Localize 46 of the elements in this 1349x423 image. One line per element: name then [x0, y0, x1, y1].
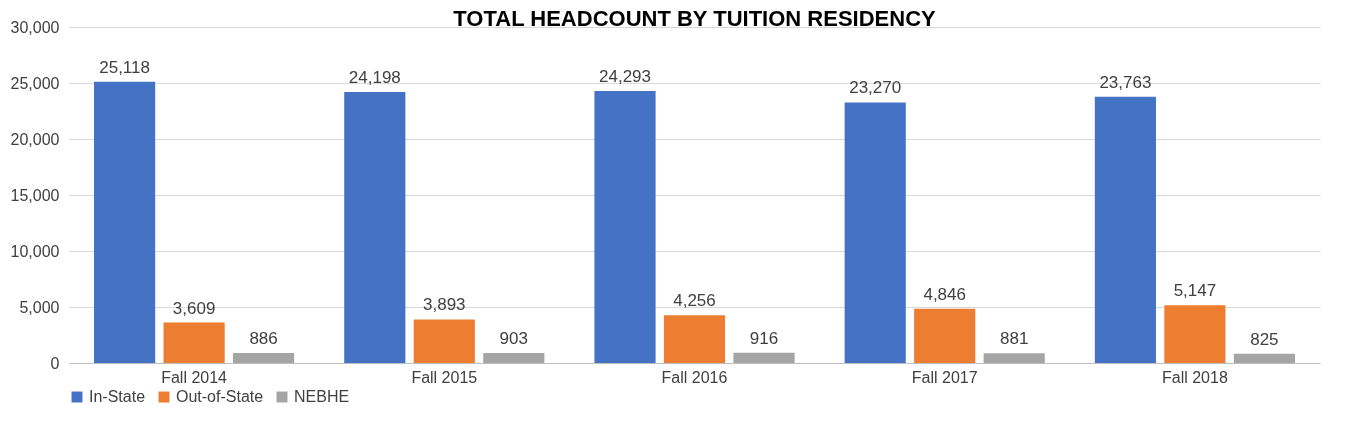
data-label: 24,198: [348, 67, 401, 87]
bar: [663, 315, 726, 363]
x-tick-label: Fall 2015: [411, 368, 478, 386]
bar: [344, 91, 406, 363]
y-tick-label: 30,000: [10, 18, 60, 36]
bar: [983, 353, 1045, 363]
y-tick-label: 5,000: [19, 298, 60, 316]
y-tick-label: 0: [50, 354, 60, 372]
data-label: 5,147: [1173, 281, 1217, 301]
data-label: 881: [1000, 329, 1029, 349]
data-label: 24,293: [599, 66, 651, 86]
bar: [483, 352, 545, 363]
bar: [594, 90, 656, 363]
y-tick-label: 20,000: [10, 130, 60, 148]
bar: [94, 81, 156, 363]
bar: [1094, 96, 1156, 363]
legend-label: NEBHE: [294, 388, 350, 405]
y-tick-label: 10,000: [10, 242, 60, 260]
bar: [914, 308, 976, 363]
data-label: 23,763: [1099, 72, 1152, 92]
y-tick-label: 25,000: [10, 74, 60, 92]
bar: [163, 322, 225, 363]
legend-label: Out-of-State: [176, 388, 264, 405]
x-tick-label: Fall 2016: [661, 368, 728, 386]
x-tick-label: Fall 2014: [161, 368, 228, 386]
data-label: 4,846: [923, 284, 966, 304]
data-label: 903: [499, 328, 528, 348]
chart-title: TOTAL HEADCOUNT BY TUITION RESIDENCY: [453, 6, 937, 31]
bar: [233, 353, 295, 363]
data-label: 4,256: [673, 291, 716, 311]
data-label: 23,270: [849, 78, 902, 98]
bar: [844, 102, 906, 363]
bar: [1164, 305, 1226, 363]
bar: [1233, 353, 1295, 363]
x-tick-label: Fall 2018: [1161, 368, 1228, 386]
y-tick-label: 15,000: [10, 186, 60, 204]
data-label: 25,118: [99, 57, 150, 77]
legend-label: In-State: [89, 388, 146, 405]
bar: [733, 352, 795, 363]
data-label: 3,609: [172, 298, 216, 318]
bar: [413, 319, 475, 363]
data-label: 916: [749, 328, 779, 348]
x-tick-label: Fall 2017: [911, 368, 978, 386]
data-label: 3,893: [423, 295, 466, 315]
data-label: 886: [249, 329, 278, 349]
data-label: 825: [1250, 329, 1279, 349]
